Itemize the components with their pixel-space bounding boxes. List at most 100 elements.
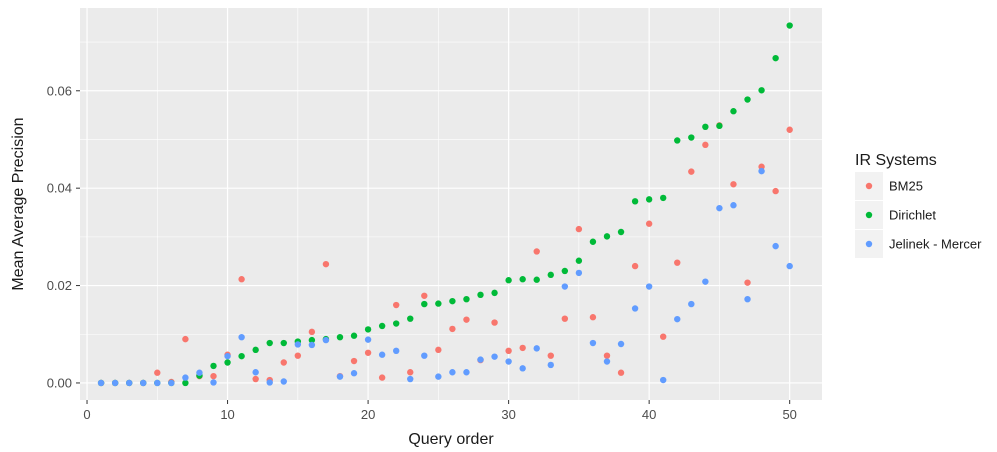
data-point-bm25 <box>238 276 245 283</box>
data-point-jelinek-mercer <box>505 358 512 365</box>
data-point-jelinek-mercer <box>196 369 203 376</box>
data-point-bm25 <box>730 181 737 188</box>
data-point-dirichlet <box>617 228 625 236</box>
data-point-bm25 <box>407 369 414 376</box>
data-point-jelinek-mercer <box>392 347 400 355</box>
x-tick-label: 50 <box>782 407 796 422</box>
x-tick-label: 40 <box>642 407 656 422</box>
data-point-jelinek-mercer <box>364 336 372 343</box>
data-point-jelinek-mercer <box>561 283 569 290</box>
data-point-bm25 <box>392 301 400 309</box>
data-point-bm25 <box>631 262 639 270</box>
data-point-dirichlet <box>674 137 681 144</box>
data-point-jelinek-mercer <box>674 315 681 323</box>
data-point-jelinek-mercer <box>716 204 723 212</box>
data-point-jelinek-mercer <box>786 262 793 270</box>
data-point-jelinek-mercer <box>294 341 302 348</box>
data-point-bm25 <box>617 369 625 376</box>
data-point-jelinek-mercer <box>533 345 540 352</box>
data-point-dirichlet <box>660 194 667 202</box>
data-point-jelinek-mercer <box>660 376 667 384</box>
data-point-bm25 <box>589 314 597 321</box>
data-point-bm25 <box>660 333 667 340</box>
data-point-jelinek-mercer <box>407 375 414 383</box>
data-point-jelinek-mercer <box>758 167 765 175</box>
data-point-dirichlet <box>519 276 526 283</box>
major-gridlines <box>80 8 822 400</box>
data-point-jelinek-mercer <box>589 339 597 347</box>
data-point-dirichlet <box>435 300 442 307</box>
data-point-jelinek-mercer <box>238 333 245 341</box>
data-point-dirichlet <box>252 346 259 354</box>
data-point-dirichlet <box>730 108 737 115</box>
y-tick-label: 0.00 <box>47 375 72 390</box>
data-point-jelinek-mercer <box>603 358 611 365</box>
data-point-dirichlet <box>266 339 273 347</box>
y-tick-label: 0.02 <box>47 278 72 293</box>
data-point-jelinek-mercer <box>547 361 554 369</box>
x-tick-label: 0 <box>83 407 90 422</box>
data-point-dirichlet <box>533 276 540 283</box>
data-point-jelinek-mercer <box>125 379 133 387</box>
data-point-jelinek-mercer <box>97 379 105 387</box>
data-point-jelinek-mercer <box>449 369 456 376</box>
x-tick-label: 10 <box>220 407 234 422</box>
data-point-dirichlet <box>491 289 498 297</box>
legend-title: IR Systems <box>855 152 937 169</box>
x-tick-label: 20 <box>361 407 375 422</box>
data-point-dirichlet <box>758 87 765 94</box>
data-point-bm25 <box>674 259 681 266</box>
data-point-bm25 <box>688 168 695 175</box>
data-point-bm25 <box>645 220 653 227</box>
legend-label: Dirichlet <box>889 208 936 223</box>
data-point-dirichlet <box>238 352 245 360</box>
data-point-bm25 <box>519 344 526 352</box>
data-point-jelinek-mercer <box>463 369 470 376</box>
data-point-dirichlet <box>421 300 428 308</box>
data-point-dirichlet <box>224 359 231 366</box>
data-point-jelinek-mercer <box>688 300 695 308</box>
y-tick-label: 0.06 <box>47 83 72 98</box>
legend-item-bm25: BM25 <box>855 172 923 200</box>
data-point-dirichlet <box>364 326 372 333</box>
data-point-bm25 <box>786 126 793 133</box>
data-point-jelinek-mercer <box>631 305 639 312</box>
data-point-bm25 <box>294 352 302 359</box>
data-point-dirichlet <box>575 257 583 264</box>
x-axis: 0 10 20 30 40 50 <box>83 400 797 422</box>
data-point-dirichlet <box>603 233 611 240</box>
data-point-dirichlet <box>449 297 456 305</box>
data-point-bm25 <box>322 260 330 268</box>
data-point-jelinek-mercer <box>168 379 175 387</box>
data-point-dirichlet <box>547 271 554 279</box>
data-point-jelinek-mercer <box>519 365 526 372</box>
data-point-jelinek-mercer <box>702 278 709 285</box>
data-point-bm25 <box>463 316 470 323</box>
minor-gridlines <box>80 8 822 400</box>
data-point-bm25 <box>154 369 161 376</box>
y-axis: 0.00 0.02 0.04 0.06 <box>47 83 80 390</box>
y-axis-title: Mean Average Precision <box>10 117 27 290</box>
data-point-bm25 <box>758 163 765 170</box>
y-tick-label: 0.04 <box>47 181 72 196</box>
data-point-bm25 <box>449 325 456 333</box>
data-point-jelinek-mercer <box>477 356 484 363</box>
data-point-jelinek-mercer <box>182 374 189 381</box>
data-point-dirichlet <box>308 336 316 344</box>
data-point-jelinek-mercer <box>744 296 751 303</box>
data-point-bm25 <box>744 279 751 286</box>
data-point-jelinek-mercer <box>421 352 428 359</box>
data-point-bm25 <box>308 328 316 336</box>
data-point-dirichlet <box>210 362 217 370</box>
data-point-jelinek-mercer <box>730 202 737 209</box>
data-point-bm25 <box>533 248 540 255</box>
data-point-dirichlet <box>688 134 695 141</box>
data-point-jelinek-mercer <box>308 341 316 349</box>
legend-key-point <box>865 211 873 219</box>
data-point-dirichlet <box>392 320 400 327</box>
data-point-bm25 <box>378 374 386 381</box>
plot-panel <box>80 8 822 400</box>
data-point-bm25 <box>280 359 287 366</box>
data-point-bm25 <box>350 357 358 365</box>
